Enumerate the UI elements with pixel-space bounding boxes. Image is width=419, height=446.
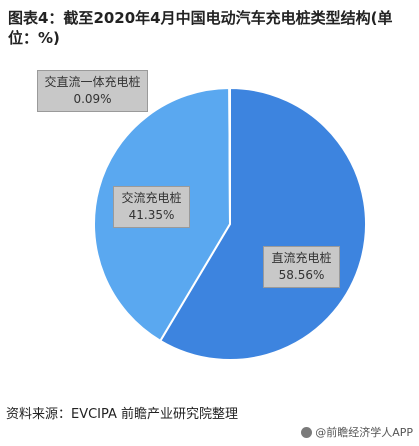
credit-watermark: @前瞻经济学人APP (301, 424, 413, 440)
slice-label-ac-name: 交流充电桩 (121, 191, 182, 205)
brand-logo-icon (301, 426, 313, 438)
pie-slice-integrated (228, 86, 231, 225)
credit-text: @前瞻经济学人APP (315, 426, 413, 439)
slice-label-integrated-name: 交直流一体充电桩 (44, 75, 141, 89)
slice-label-dc: 直流充电桩 58.56% (263, 246, 340, 288)
chart-title: 图表4：截至2020年4月中国电动汽车充电桩类型结构(单位：%) (8, 9, 393, 47)
slice-label-dc-value: 58.56% (278, 268, 325, 282)
source-note: 资料来源：EVCIPA 前瞻产业研究院整理 (6, 407, 239, 422)
pie-slice-dc (158, 86, 367, 361)
slice-label-ac: 交流充电桩 41.35% (113, 186, 190, 228)
slice-label-integrated: 交直流一体充电桩 0.09% (37, 70, 148, 112)
slice-label-integrated-value: 0.09% (73, 92, 112, 106)
pie-chart (93, 86, 367, 361)
slice-label-ac-value: 41.35% (128, 208, 175, 222)
slice-label-dc-name: 直流充电桩 (271, 251, 332, 265)
